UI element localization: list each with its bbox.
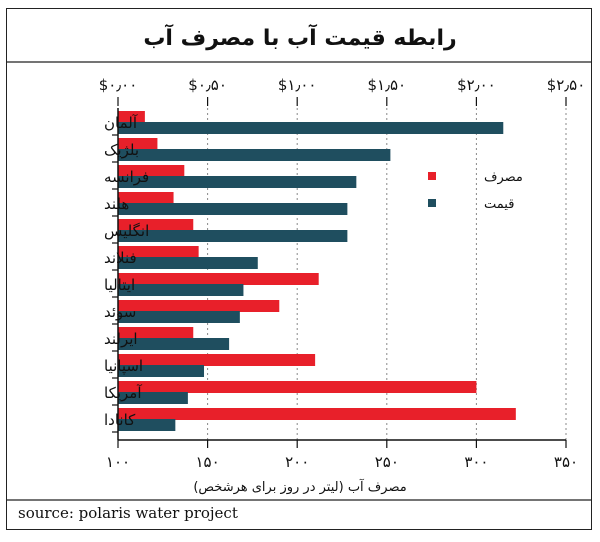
top-tick-label: $۰٫۵۰ bbox=[188, 76, 227, 94]
price-bar bbox=[118, 311, 240, 323]
category-label: هلند bbox=[104, 195, 129, 213]
price-bar bbox=[118, 392, 188, 404]
bottom-axis: ۱۰۰ ۱۵۰ ۲۰۰ ۲۵۰ ۳۰۰ ۳۵۰ bbox=[106, 440, 578, 471]
category-label: بلژیک bbox=[104, 141, 139, 159]
price-bar bbox=[118, 365, 205, 377]
bottom-tick-label: ۳۵۰ bbox=[554, 453, 578, 471]
consumption-bar bbox=[118, 111, 145, 123]
category-label: آمریکا bbox=[104, 384, 142, 402]
consumption-bar bbox=[118, 219, 194, 231]
source-note: source: polaris water project bbox=[18, 504, 238, 522]
bottom-tick-label: ۲۰۰ bbox=[285, 453, 309, 471]
consumption-bar bbox=[118, 273, 319, 285]
consumption-bar bbox=[118, 354, 316, 366]
consumption-bar bbox=[118, 192, 174, 204]
top-tick-label: $۰٫۰۰ bbox=[99, 76, 138, 94]
top-tick-label: $۱٫۵۰ bbox=[367, 76, 406, 94]
top-tick-label: $۲٫۵۰ bbox=[547, 76, 586, 94]
price-bar bbox=[118, 284, 244, 296]
price-bar bbox=[118, 149, 391, 161]
price-bar bbox=[118, 257, 258, 269]
category-label: سوئد bbox=[104, 303, 136, 321]
bottom-tick-label: ۲۵۰ bbox=[375, 453, 399, 471]
price-bar bbox=[118, 230, 348, 242]
chart-title: رابطه قیمت آب با مصرف آب bbox=[143, 23, 456, 51]
consumption-bar bbox=[118, 408, 516, 420]
consumption-bar bbox=[118, 300, 280, 312]
consumption-bar bbox=[118, 246, 199, 258]
legend-label: قیمت bbox=[484, 197, 514, 212]
top-tick-label: $۱٫۰۰ bbox=[278, 76, 317, 94]
consumption-bar bbox=[118, 327, 194, 339]
category-label: فرانسه bbox=[104, 168, 149, 186]
legend-swatch bbox=[428, 199, 436, 207]
legend-label: مصرف bbox=[484, 170, 523, 185]
bars bbox=[112, 111, 516, 433]
category-label: ایتالیا bbox=[104, 276, 135, 294]
category-labels: آلمان بلژیک فرانسه هلند انگلیس فنلاند ایتالیا س… bbox=[104, 114, 149, 429]
price-bar bbox=[118, 338, 230, 350]
top-axis: $۰٫۰۰ $۰٫۵۰ $۱٫۰۰ $۱٫۵۰ $۲٫۰۰ $۲٫۵۰ bbox=[99, 76, 586, 106]
top-tick-label: $۲٫۰۰ bbox=[457, 76, 496, 94]
legend: مصرف قیمت bbox=[428, 170, 523, 212]
legend-swatch bbox=[428, 172, 436, 180]
price-bar bbox=[118, 419, 176, 431]
category-label: اسپانیا bbox=[104, 357, 143, 376]
bottom-tick-label: ۱۵۰ bbox=[196, 453, 220, 471]
consumption-bar bbox=[118, 138, 158, 150]
consumption-bar bbox=[118, 381, 477, 393]
bottom-tick-label: ۳۰۰ bbox=[464, 453, 488, 471]
category-label: فنلاند bbox=[104, 249, 137, 267]
price-bar bbox=[118, 122, 504, 134]
consumption-bar bbox=[118, 165, 185, 177]
category-label: انگلیس bbox=[104, 222, 149, 240]
category-label: ایرلند bbox=[104, 330, 138, 348]
bottom-tick-label: ۱۰۰ bbox=[106, 453, 130, 471]
price-bar bbox=[118, 203, 348, 215]
category-label: کانادا bbox=[104, 411, 136, 429]
x-axis-label: مصرف آب (لیتر در روز برای هرشخص) bbox=[193, 478, 406, 495]
category-label: آلمان bbox=[104, 114, 138, 132]
chart-frame bbox=[6, 8, 592, 530]
price-bar bbox=[118, 176, 357, 188]
